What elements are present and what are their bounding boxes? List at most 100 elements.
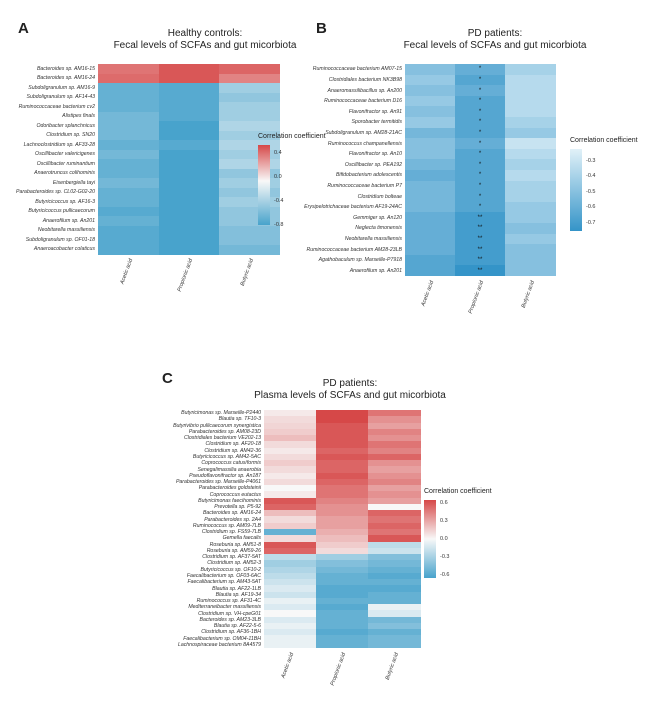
heatmap-cell [219,206,281,217]
heatmap-cell [405,180,456,192]
significance-mark: * [478,76,482,83]
heatmap-cell [368,547,421,555]
heatmap-cell [368,428,421,436]
row-label: Butyricimonas sp. Marseille-P2440 [181,410,261,417]
row-label: Clostridium sp. AF20-18 [205,441,261,448]
heatmap-cell [158,111,220,122]
heatmap-cell [405,127,456,139]
row-label: Gemmiger sp. An120 [353,214,402,221]
heatmap-cell [455,201,506,213]
heatmap-cell [264,522,317,530]
heatmap-cell [505,212,556,224]
row-label: Butyrivibrio pullicaecorum synergistica [173,422,261,429]
heatmap-cell [316,547,369,555]
heatmap-cell [368,497,421,505]
heatmap-cell [405,265,456,277]
heatmap-cell [405,74,456,86]
row-label: Oscillibacter valericigenes [35,151,95,158]
row-label: Subdoligranulum sp. AF14-43 [26,94,95,101]
heatmap-cell [264,641,317,649]
column-label: Propionic acid [468,280,486,315]
legend-colorbar [258,145,270,225]
heatmap-cell [264,622,317,630]
heatmap-cell [316,622,369,630]
heatmap-cell [316,478,369,486]
heatmap-cell [368,535,421,542]
heatmap-cell [264,460,317,467]
heatmap-cell [98,130,160,141]
heatmap-cell [405,254,456,266]
legend-tick-label: 0.3 [440,517,448,524]
legend-tick-label: -0.6 [440,571,450,578]
heatmap-cell [505,106,556,118]
heatmap-cell [505,85,556,97]
heatmap-cell [219,149,281,160]
row-label: Prevotella sp. P5-92 [214,504,261,511]
column-label: Acetic acid [280,652,296,680]
significance-mark: ** [477,235,483,242]
heatmap-cell [505,127,556,139]
heatmap-cell [455,95,506,107]
heatmap-cell [264,491,317,499]
row-label: Clostridiales bacterium NK3B98 [328,76,402,83]
row-label: Parabacteroides sp. CL02-G02-20 [15,189,95,196]
row-label: Anaerofilum sp. An201 [42,217,95,224]
heatmap-cell [98,187,160,198]
row-label: Blautia sp. AF19-34 [215,591,261,598]
significance-mark: * [478,98,482,105]
row-label: Clostridium sp. AM42-36 [204,447,261,454]
row-label: Parabacteroides sp. Marseille-P4061 [175,479,261,486]
heatmap-cell [316,410,369,417]
row-label: Bacteroides sp. AM23-3LB [199,616,261,623]
significance-mark: * [478,151,482,158]
heatmap-cell [219,102,281,112]
row-label: Sporobacter termitidis [351,119,402,126]
row-label: Oscillibacter sp. PEA192 [344,161,402,168]
row-label: Ruminococcaceae bacterium AM07-15 [312,66,402,73]
column-label: Acetic acid [119,258,134,286]
heatmap-cell [98,102,160,112]
heatmap-cell [368,447,421,455]
heatmap-cell [219,121,281,131]
heatmap-cell [264,547,317,555]
heatmap-cell [219,225,281,236]
heatmap-cell [264,428,317,436]
heatmap-cell [505,201,556,213]
row-label: Clostridium sp. SN20 [46,132,95,139]
heatmap-cell [98,244,160,255]
row-label: Subdoligranulum sp. AM28-21AC [325,129,402,136]
heatmap-cell [368,604,421,611]
heatmap-cell [455,254,506,266]
heatmap-cell [455,244,506,256]
row-label: Pseudoflavonifractor sp. An187 [189,472,261,479]
legend-title: Correlation coefficient [258,133,326,140]
legend-tick-label: 0.0 [274,174,282,181]
row-label: Butyricicoccus sp. AM42-5AC [192,453,261,460]
title-line-2: Fecal levels of SCFAs and gut micorbiota [403,40,587,51]
heatmap-cell [405,148,456,160]
heatmap-cell [405,233,456,245]
row-label: Ruminococcaceae bacterium cv2 [18,103,95,110]
row-label: Ruminococcus champanellensis [327,140,402,147]
legend-tick-label: -0.3 [586,157,596,164]
heatmap-cell [316,497,369,505]
heatmap-cell [368,597,421,605]
heatmap-cell [158,225,220,236]
significance-mark: * [478,172,482,179]
heatmap-cell [405,159,456,171]
heatmap-cell [98,121,160,131]
row-label: Roseburia sp. AM59-26 [206,547,261,554]
heatmap-cell [98,178,160,188]
heatmap-cell [316,529,369,536]
heatmap-cell [368,572,421,580]
significance-mark: * [478,129,482,136]
row-label: Anaerofilum sp. An201 [349,267,402,274]
heatmap-cell [405,117,456,129]
heatmap-cell [98,216,160,226]
row-label: Parabacteroides sp. AM08-23D [188,428,261,435]
heatmap-cell [264,478,317,486]
heatmap-cell [405,223,456,235]
title-line-2: Fecal levels of SCFAs and gut micorbiota [113,40,297,51]
row-label: Ruminococcaceae bacterium D16 [324,98,402,105]
row-label: Blautia sp. AF22-1LB [212,585,261,592]
